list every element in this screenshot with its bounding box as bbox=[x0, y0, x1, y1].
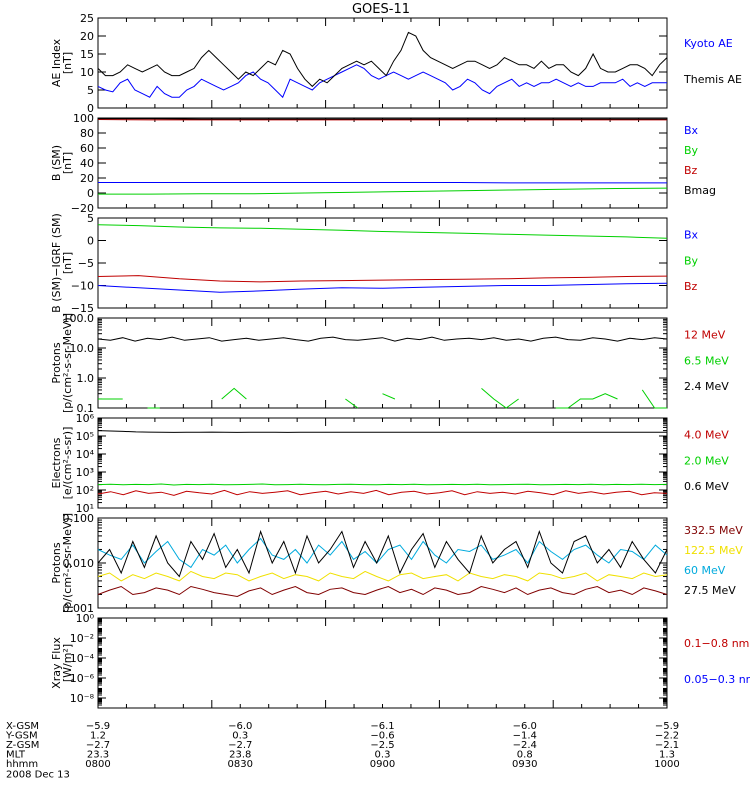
y-axis-label: [e/(cm²-s-sr)] bbox=[61, 427, 74, 500]
panel-frame bbox=[98, 618, 667, 708]
series-line-122-5-mev bbox=[98, 571, 667, 581]
y-tick-label: 10⁻⁸ bbox=[70, 692, 95, 705]
y-tick-label: 5 bbox=[87, 84, 94, 97]
y-tick-label: 10 bbox=[80, 66, 94, 79]
legend-122-5-mev: 122.5 MeV bbox=[684, 544, 743, 557]
series-line-bz bbox=[98, 276, 667, 282]
legend-by: By bbox=[684, 144, 699, 157]
y-tick-label: 20 bbox=[80, 30, 94, 43]
y-tick-label: 100 bbox=[73, 112, 94, 125]
panel-frame bbox=[98, 18, 667, 108]
y-tick-label: −5 bbox=[78, 257, 94, 270]
y-tick-label: 10³ bbox=[76, 466, 94, 479]
y-tick-label: 5 bbox=[87, 212, 94, 225]
y-tick-label: 20 bbox=[80, 172, 94, 185]
plot-title: GOES-11 bbox=[352, 2, 410, 17]
y-axis-label: [nT] bbox=[61, 52, 74, 74]
series-line-2-4-mev bbox=[98, 337, 667, 341]
x-row-value: 0930 bbox=[512, 759, 537, 770]
legend-themis-ae: Themis AE bbox=[683, 73, 742, 86]
y-tick-label: 60 bbox=[80, 142, 94, 155]
legend-0-6-mev: 0.6 MeV bbox=[684, 480, 729, 493]
panel-frame bbox=[98, 318, 667, 408]
legend-0-1-0-8-nm: 0.1−0.8 nm bbox=[684, 637, 749, 650]
legend-0-05-0-3-nm: 0.05−0.3 nm bbox=[684, 673, 750, 686]
y-axis-label: [nT] bbox=[61, 152, 74, 174]
y-axis-label: [p/(cm²-s-sr-MeV)] bbox=[61, 313, 74, 413]
y-tick-label: −10 bbox=[71, 280, 94, 293]
legend-332-5-mev: 332.5 MeV bbox=[684, 524, 743, 537]
panel-protons-high: 0.0010.0100.100Protons[p/(cm²-s-sr-MeV)]… bbox=[50, 512, 743, 615]
panel-frame bbox=[98, 118, 667, 208]
y-axis-label: [nT] bbox=[61, 252, 74, 274]
series-line-6-5-mev bbox=[222, 388, 247, 399]
legend-6-5-mev: 6.5 MeV bbox=[684, 354, 729, 367]
y-tick-label: 25 bbox=[80, 12, 94, 25]
y-tick-label: 15 bbox=[80, 48, 94, 61]
plot-date: 2008 Dec 13 bbox=[6, 770, 70, 781]
y-tick-label: 80 bbox=[80, 127, 94, 140]
x-row-value: 0830 bbox=[228, 759, 253, 770]
series-line-4-0-mev bbox=[98, 490, 667, 495]
x-row-value: 0900 bbox=[370, 759, 395, 770]
y-axis-label: [p/(cm²-s-sr-MeV)] bbox=[61, 513, 74, 613]
y-tick-label: 10⁻² bbox=[70, 632, 94, 645]
series-line-themis-ae bbox=[98, 32, 667, 86]
y-tick-label: 10⁶ bbox=[76, 412, 95, 425]
x-row-label-hhmm: hhmm bbox=[6, 759, 38, 770]
y-tick-label: 1.0 bbox=[77, 372, 95, 385]
y-tick-label: 0 bbox=[87, 187, 94, 200]
legend-by: By bbox=[684, 254, 699, 267]
x-row-value: 1000 bbox=[654, 759, 679, 770]
legend-60-mev: 60 MeV bbox=[684, 564, 726, 577]
x-row-value: 0800 bbox=[85, 759, 110, 770]
legend-12-mev: 12 MeV bbox=[684, 329, 726, 342]
series-line-332-5-mev bbox=[98, 587, 667, 597]
y-tick-label: 10² bbox=[76, 484, 94, 497]
legend-kyoto-ae: Kyoto AE bbox=[684, 37, 733, 50]
panel-frame bbox=[98, 418, 667, 508]
legend-4-0-mev: 4.0 MeV bbox=[684, 429, 729, 442]
y-axis-label: [W/m²] bbox=[61, 644, 74, 682]
series-line-6-5-mev bbox=[482, 388, 519, 408]
series-line-6-5-mev bbox=[345, 399, 357, 408]
y-tick-label: 40 bbox=[80, 157, 94, 170]
series-line-kyoto-ae bbox=[98, 65, 667, 97]
panel-protons-low: 0.11.010.0100.0Protons[p/(cm²-s-sr-MeV)]… bbox=[50, 312, 729, 415]
series-line-27-5-mev bbox=[98, 532, 667, 577]
series-line-2-0-mev bbox=[98, 484, 667, 485]
legend-bz: Bz bbox=[684, 164, 698, 177]
legend-bz: Bz bbox=[684, 280, 698, 293]
legend-bx: Bx bbox=[684, 124, 699, 137]
y-tick-label: 10⁰ bbox=[76, 612, 95, 625]
y-tick-label: 10⁵ bbox=[76, 430, 94, 443]
series-line-6-5-mev bbox=[556, 394, 618, 408]
series-line-0-6-mev bbox=[98, 431, 667, 433]
series-line-by bbox=[98, 225, 667, 239]
legend-2-0-mev: 2.0 MeV bbox=[684, 454, 729, 467]
y-tick-label: 10⁴ bbox=[76, 448, 95, 461]
series-line-by bbox=[98, 188, 667, 194]
series-line-bx bbox=[98, 283, 667, 292]
legend-27-5-mev: 27.5 MeV bbox=[684, 584, 736, 597]
legend-2-4-mev: 2.4 MeV bbox=[684, 380, 729, 393]
y-tick-label: 0 bbox=[87, 235, 94, 248]
series-line-6-5-mev bbox=[383, 394, 395, 399]
panel-electrons: 10¹10²10³10⁴10⁵10⁶Electrons[e/(cm²-s-sr)… bbox=[50, 412, 729, 515]
legend-bmag: Bmag bbox=[684, 184, 716, 197]
legend-bx: Bx bbox=[684, 229, 699, 242]
